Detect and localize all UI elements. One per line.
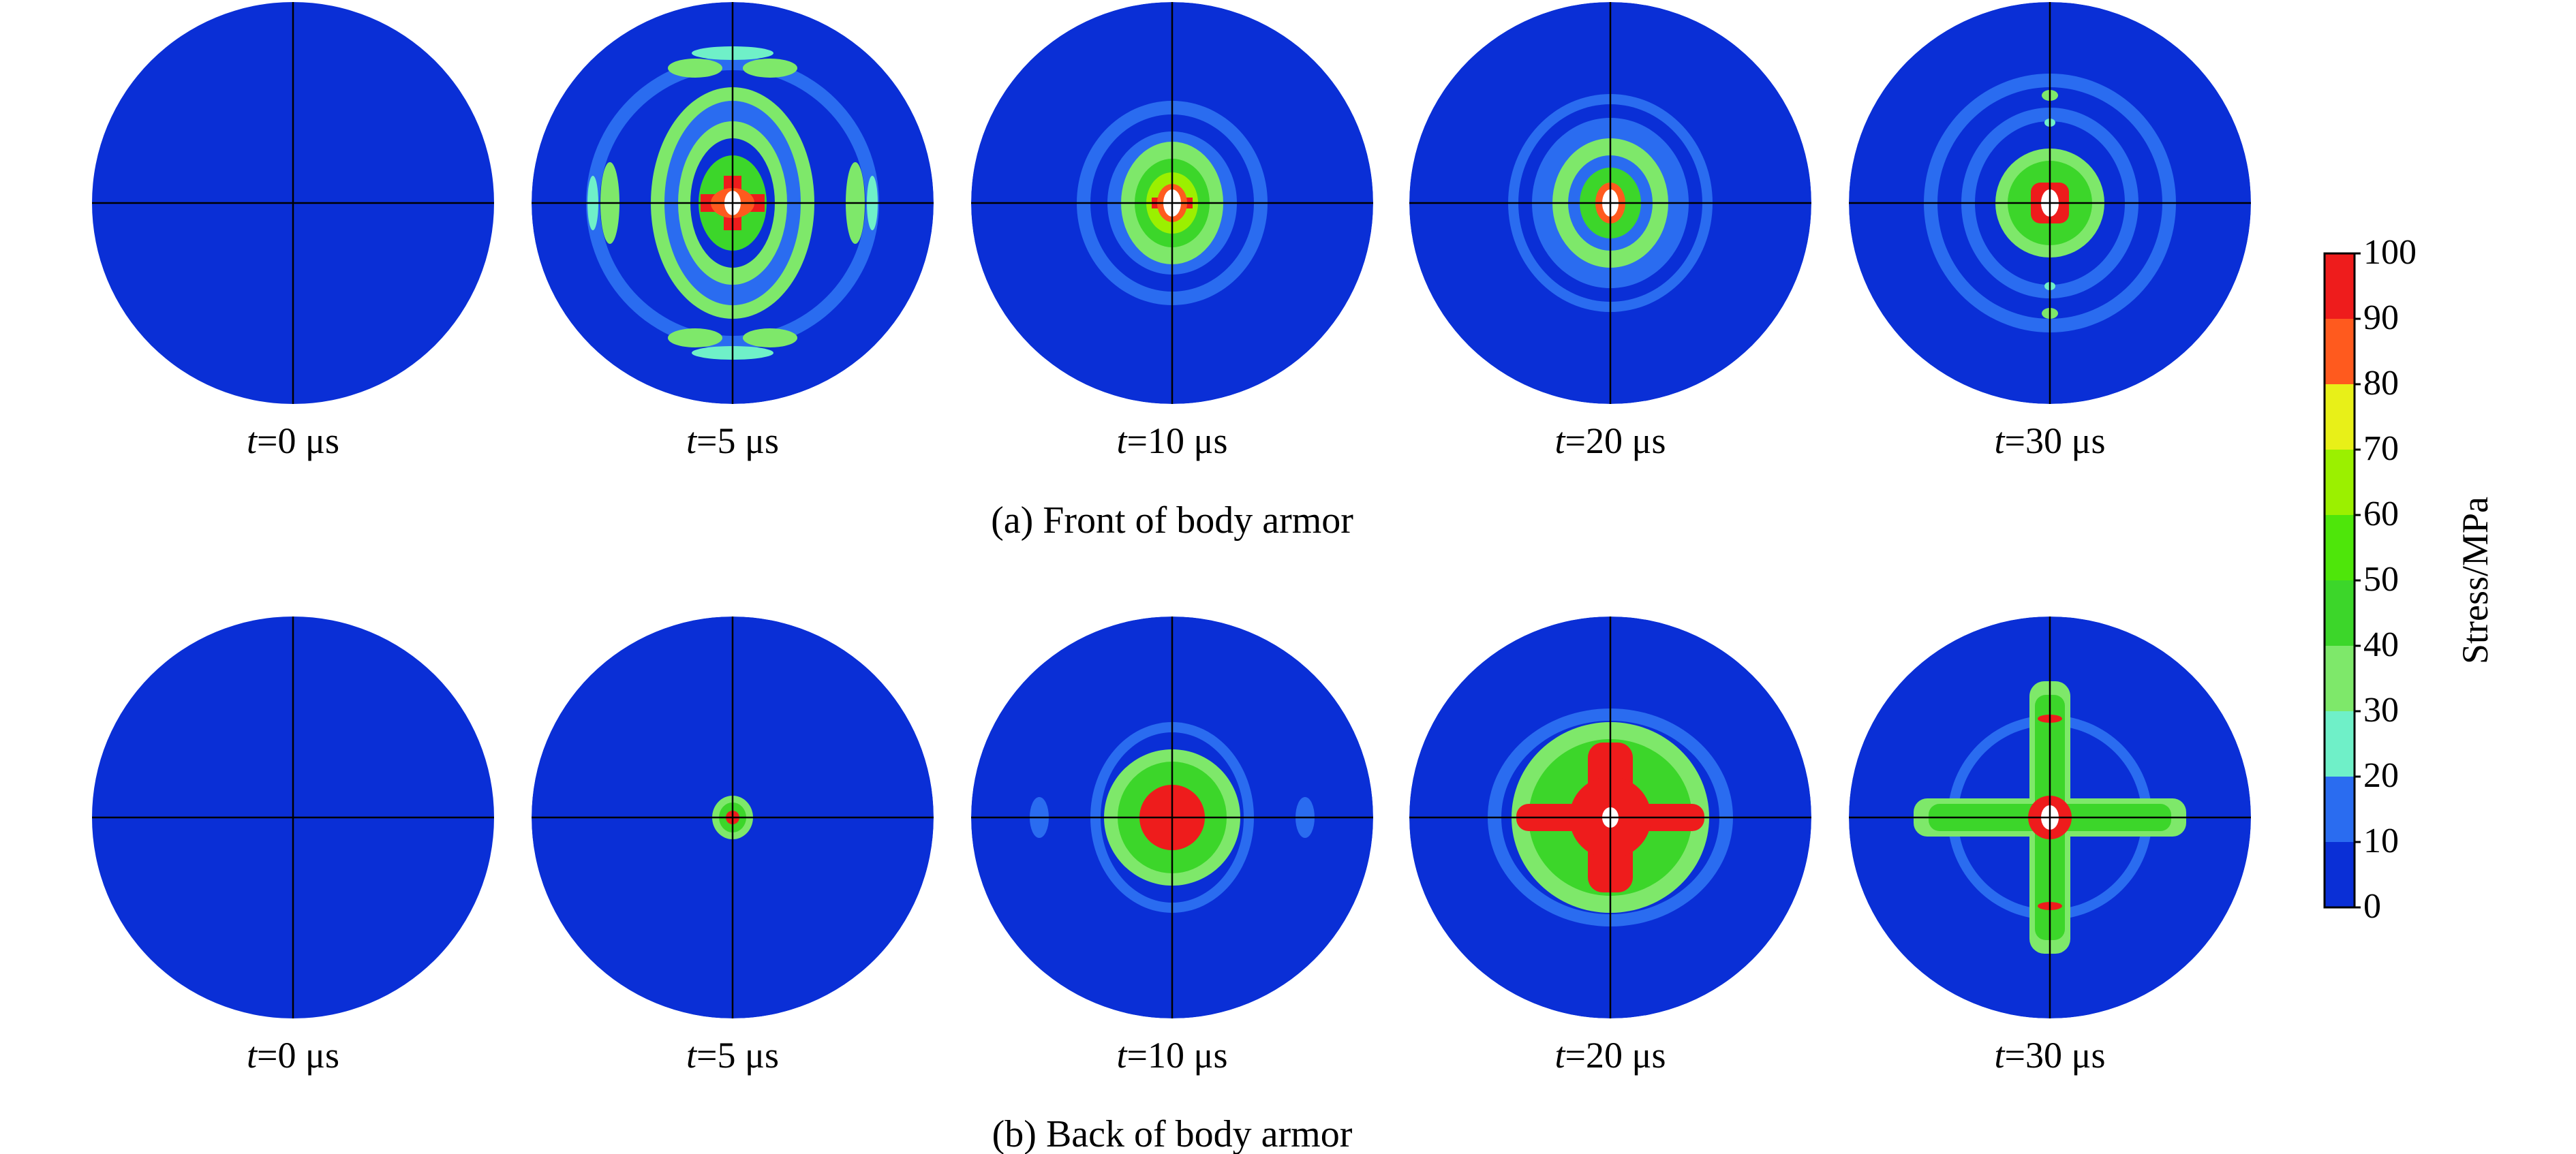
colorbar-tick-label: 100 [2363,233,2417,272]
back-panel-t5 [532,617,934,1018]
back-row: t=0 μs t=5 μs t=10 μs t=20 μs t=30 μs (b… [92,617,2251,1154]
back-panel-t10 [971,617,1373,1018]
back-panel-t0 [92,617,494,1018]
colorbar-tick-label: 60 [2363,495,2399,533]
front-panel-t30 [1849,2,2251,404]
colorbar: 100 90 80 70 60 50 40 30 20 10 0 Stress/… [2323,233,2496,926]
time-label: t=10 μs [1117,1035,1228,1076]
colorbar-tick-label: 10 [2363,822,2399,860]
colorbar-band-80-90 [2325,319,2355,384]
colorbar-tick-label: 20 [2363,756,2399,795]
colorbar-tick-label: 50 [2363,560,2399,599]
row-caption-front: (a) Front of body armor [991,499,1353,542]
colorbar-band-50-60 [2325,515,2355,580]
colorbar-tick-label: 0 [2363,887,2381,926]
colorbar-band-30-40 [2325,646,2355,711]
colorbar-tick-label: 30 [2363,691,2399,730]
time-label: t=5 μs [686,1035,779,1076]
front-row: t=0 μs t=5 μs t=10 μs t=20 μs t=30 μs (a… [92,2,2251,542]
colorbar-band-20-30 [2325,711,2355,777]
colorbar-band-60-70 [2325,450,2355,515]
front-panel-t0 [92,2,494,404]
colorbar-band-0-10 [2325,842,2355,907]
colorbar-ticks [2355,252,2361,909]
colorbar-tick-label: 80 [2363,364,2399,403]
colorbar-band-70-80 [2325,384,2355,450]
colorbar-band-90-100 [2325,253,2355,319]
row-caption-back: (b) Back of body armor [992,1113,1353,1154]
colorbar-band-40-50 [2325,580,2355,646]
colorbar-band-10-20 [2325,777,2355,842]
time-label: t=0 μs [247,420,339,461]
colorbar-tick-label: 90 [2363,298,2399,337]
front-panel-t5 [532,2,934,404]
time-label: t=10 μs [1117,420,1228,461]
front-panel-t10 [971,2,1373,404]
back-panel-t30 [1849,617,2251,1018]
time-label: t=30 μs [1995,1035,2106,1076]
time-label: t=5 μs [686,420,779,461]
time-label: t=0 μs [247,1035,339,1076]
colorbar-title: Stress/MPa [2455,497,2496,664]
colorbar-tick-label: 40 [2363,625,2399,664]
time-label: t=30 μs [1995,420,2106,461]
time-label: t=20 μs [1555,1035,1666,1076]
colorbar-tick-label: 70 [2363,429,2399,468]
time-label: t=20 μs [1555,420,1666,461]
back-panel-t20 [1409,617,1811,1018]
front-panel-t20 [1409,2,1811,404]
